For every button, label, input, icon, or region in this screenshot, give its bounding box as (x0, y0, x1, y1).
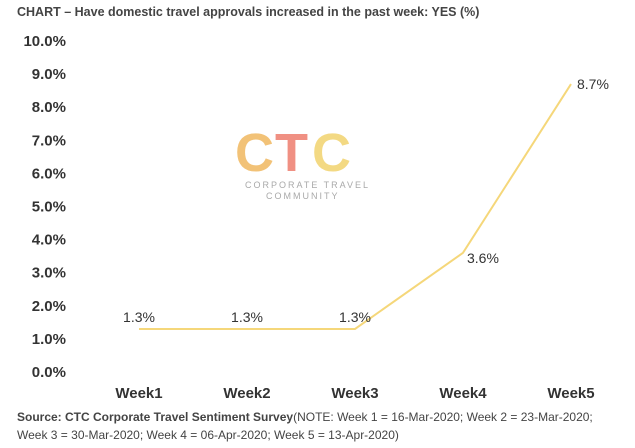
x-axis-ticks: Week1 Week2 Week3 Week4 Week5 (115, 385, 594, 402)
y-axis-ticks: 0.0% 1.0% 2.0% 3.0% 4.0% 5.0% 6.0% 7.0% 8.0% 9.0%… (23, 33, 66, 381)
y-tick-label: 7.0% (32, 132, 66, 149)
x-tick-label: Week1 (115, 385, 162, 402)
data-label: 3.6% (467, 250, 499, 266)
source-note: Source: CTC Corporate Travel Sentiment S… (17, 408, 622, 444)
chart-title: CHART – Have domestic travel approvals i… (17, 5, 480, 19)
y-tick-label: 8.0% (32, 99, 66, 116)
data-labels: 1.3% 1.3% 1.3% 3.6% 8.7% (123, 76, 609, 325)
y-tick-label: 2.0% (32, 298, 66, 315)
y-tick-label: 10.0% (23, 33, 66, 50)
logo-letter-c2: C (312, 123, 351, 183)
logo-letter-t: T (275, 123, 308, 183)
source-dates-note: (NOTE: Week 1 = 16-Mar-2020; Week 2 = 23… (17, 410, 593, 442)
logo-subtitle-line2: COMMUNITY (266, 191, 340, 201)
y-tick-label: 3.0% (32, 265, 66, 282)
x-tick-label: Week4 (439, 385, 487, 402)
data-label: 1.3% (231, 309, 263, 325)
logo-subtitle-line1: CORPORATE TRAVEL (245, 180, 370, 190)
y-tick-label: 6.0% (32, 165, 66, 182)
ctc-logo: C T C CORPORATE TRAVEL COMMUNITY (235, 123, 370, 201)
y-tick-label: 4.0% (32, 232, 66, 249)
y-tick-label: 1.0% (32, 331, 66, 348)
y-tick-label: 9.0% (32, 66, 66, 83)
y-tick-label: 0.0% (32, 364, 66, 381)
logo-dots-icon (250, 150, 343, 154)
data-label: 1.3% (339, 309, 371, 325)
data-label: 8.7% (577, 76, 609, 92)
data-label: 1.3% (123, 309, 155, 325)
x-tick-label: Week3 (331, 385, 378, 402)
x-tick-label: Week5 (547, 385, 594, 402)
series-line (139, 83, 572, 330)
x-tick-label: Week2 (223, 385, 270, 402)
logo-letter-c1: C (235, 123, 274, 183)
y-tick-label: 5.0% (32, 199, 66, 216)
source-label: Source: CTC Corporate Travel Sentiment S… (17, 410, 294, 424)
